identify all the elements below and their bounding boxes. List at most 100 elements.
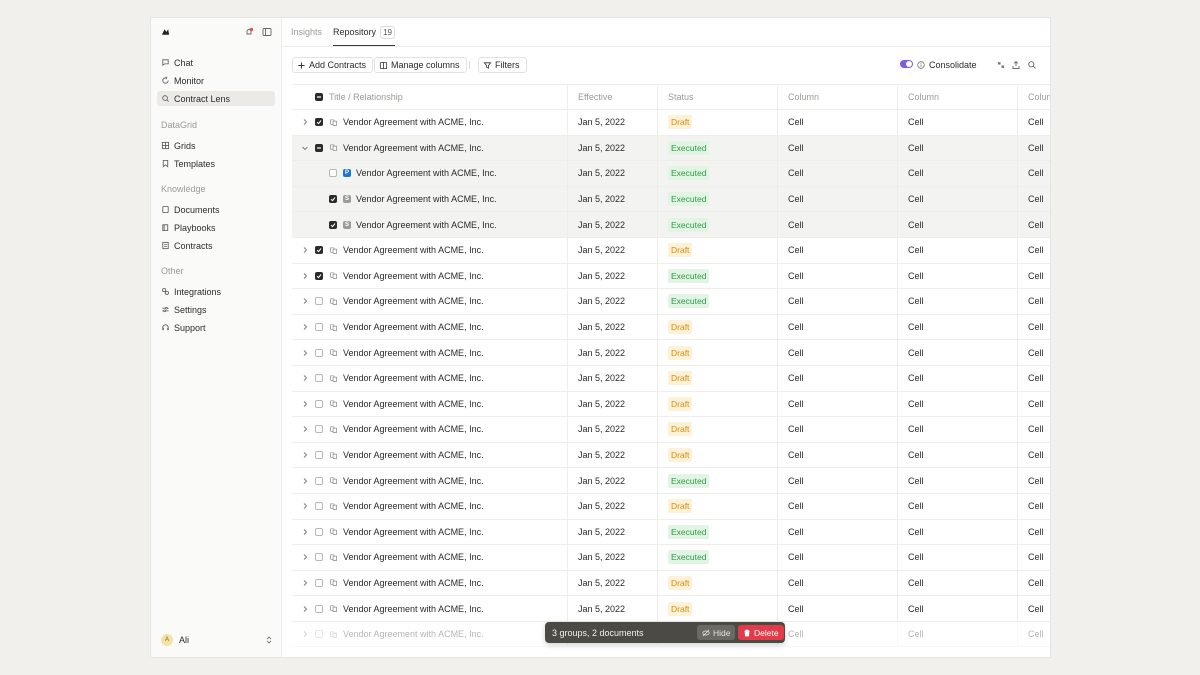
sidebar-item-playbooks[interactable]: Playbooks [157, 220, 275, 235]
delete-button[interactable]: Delete [738, 625, 784, 640]
sidebar-item-contracts[interactable]: Contracts [157, 238, 275, 253]
row-title[interactable]: Vendor Agreement with ACME, Inc. [356, 168, 497, 179]
row-title[interactable]: Vendor Agreement with ACME, Inc. [343, 424, 484, 435]
user-menu[interactable]: A Ali [161, 633, 273, 647]
row-title[interactable]: Vendor Agreement with ACME, Inc. [343, 245, 484, 256]
row-title[interactable]: Vendor Agreement with ACME, Inc. [356, 219, 497, 230]
chevron-right-icon[interactable] [301, 528, 309, 536]
sidebar-item-monitor[interactable]: Monitor [157, 73, 275, 88]
export-icon[interactable] [1011, 60, 1021, 70]
table-child-row[interactable]: P Vendor Agreement with ACME, Inc. Jan 5, … [292, 161, 1050, 187]
sidebar-item-chat[interactable]: Chat [157, 55, 275, 70]
row-checkbox[interactable] [315, 374, 323, 383]
row-checkbox[interactable] [315, 271, 323, 280]
row-title[interactable]: Vendor Agreement with ACME, Inc. [343, 577, 484, 588]
chevron-right-icon[interactable] [301, 118, 309, 126]
table-row[interactable]: Vendor Agreement with ACME, Inc. Jan 5, 2… [292, 417, 1050, 443]
row-checkbox[interactable] [315, 476, 323, 485]
table-row[interactable]: Vendor Agreement with ACME, Inc. Jan 5, 2… [292, 110, 1050, 136]
table-row[interactable]: Vendor Agreement with ACME, Inc. Jan 5, 2… [292, 340, 1050, 366]
sidebar-item-grids[interactable]: Grids [157, 138, 275, 153]
table-row[interactable]: Vendor Agreement with ACME, Inc. Jan 5, 2… [292, 468, 1050, 494]
filters-button[interactable]: Filters [478, 57, 527, 73]
row-title[interactable]: Vendor Agreement with ACME, Inc. [343, 501, 484, 512]
table-row[interactable]: Vendor Agreement with ACME, Inc. Jan 5, 2… [292, 365, 1050, 392]
chevron-right-icon[interactable] [301, 451, 309, 459]
sidebar-item-settings[interactable]: Settings [157, 302, 275, 317]
header-effective[interactable]: Effective [567, 85, 657, 109]
header-column[interactable]: Column [897, 85, 1017, 109]
consolidate-toggle[interactable] [900, 60, 913, 68]
panel-toggle-icon[interactable] [262, 27, 272, 37]
row-checkbox[interactable] [315, 399, 323, 408]
add-contracts-button[interactable]: Add Contracts [292, 57, 374, 73]
table-row[interactable]: Vendor Agreement with ACME, Inc. Jan 5, 2… [292, 596, 1050, 622]
table-row[interactable]: Vendor Agreement with ACME, Inc. Jan 5, 2… [292, 263, 1050, 290]
row-checkbox[interactable] [315, 451, 323, 460]
row-title[interactable]: Vendor Agreement with ACME, Inc. [343, 347, 484, 358]
manage-columns-button[interactable]: Manage columns [374, 57, 467, 73]
sidebar-item-integrations[interactable]: Integrations [157, 284, 275, 299]
row-checkbox[interactable] [315, 425, 323, 434]
row-checkbox[interactable] [315, 323, 323, 332]
row-title[interactable]: Vendor Agreement with ACME, Inc. [343, 373, 484, 384]
row-checkbox[interactable] [315, 578, 323, 587]
header-column[interactable]: Column [777, 85, 897, 109]
sidebar-item-documents[interactable]: Documents [157, 202, 275, 217]
row-checkbox[interactable] [315, 348, 323, 357]
tab-insights[interactable]: Insights [291, 18, 322, 46]
chevron-right-icon[interactable] [301, 425, 309, 433]
row-title[interactable]: Vendor Agreement with ACME, Inc. [343, 117, 484, 128]
row-title[interactable]: Vendor Agreement with ACME, Inc. [343, 296, 484, 307]
row-checkbox[interactable] [315, 527, 323, 536]
row-checkbox[interactable] [329, 169, 337, 178]
row-title[interactable]: Vendor Agreement with ACME, Inc. [343, 475, 484, 486]
row-checkbox[interactable] [315, 502, 323, 511]
row-checkbox[interactable] [315, 553, 323, 562]
table-row[interactable]: Vendor Agreement with ACME, Inc. Jan 5, 2… [292, 237, 1050, 264]
table-child-row[interactable]: S Vendor Agreement with ACME, Inc. Jan 5, … [292, 186, 1050, 213]
chevron-right-icon[interactable] [301, 297, 309, 305]
chevron-right-icon[interactable] [301, 323, 309, 331]
chevron-right-icon[interactable] [301, 272, 309, 280]
row-title[interactable]: Vendor Agreement with ACME, Inc. [343, 322, 484, 333]
table-row[interactable]: Vendor Agreement with ACME, Inc. Jan 5, 2… [292, 135, 1050, 162]
table-row[interactable]: Vendor Agreement with ACME, Inc. Jan 5, 2… [292, 289, 1050, 315]
row-checkbox[interactable] [315, 143, 323, 152]
row-checkbox[interactable] [315, 297, 323, 306]
row-title[interactable]: Vendor Agreement with ACME, Inc. [343, 270, 484, 281]
row-title[interactable]: Vendor Agreement with ACME, Inc. [343, 629, 484, 640]
sidebar-item-contract-lens[interactable]: Contract Lens [157, 91, 275, 106]
table-row[interactable]: Vendor Agreement with ACME, Inc. Jan 5, 2… [292, 545, 1050, 571]
chevron-right-icon[interactable] [301, 553, 309, 561]
chevron-right-icon[interactable] [301, 605, 309, 613]
row-checkbox[interactable] [315, 630, 323, 639]
sidebar-item-templates[interactable]: Templates [157, 156, 275, 171]
row-title[interactable]: Vendor Agreement with ACME, Inc. [343, 603, 484, 614]
chevron-right-icon[interactable] [301, 579, 309, 587]
hide-button[interactable]: Hide [697, 625, 736, 640]
search-icon[interactable] [1027, 60, 1037, 70]
row-title[interactable]: Vendor Agreement with ACME, Inc. [356, 194, 497, 205]
header-column[interactable]: Colum [1017, 85, 1050, 109]
chevron-right-icon[interactable] [301, 630, 309, 638]
notification-bell-icon[interactable] [244, 27, 254, 37]
select-all-checkbox[interactable] [315, 93, 323, 101]
chevron-right-icon[interactable] [301, 374, 309, 382]
row-title[interactable]: Vendor Agreement with ACME, Inc. [343, 526, 484, 537]
chevron-right-icon[interactable] [301, 246, 309, 254]
row-checkbox[interactable] [315, 604, 323, 613]
chevron-right-icon[interactable] [301, 400, 309, 408]
row-title[interactable]: Vendor Agreement with ACME, Inc. [343, 142, 484, 153]
sidebar-item-support[interactable]: Support [157, 320, 275, 335]
row-checkbox[interactable] [315, 118, 323, 127]
table-row[interactable]: Vendor Agreement with ACME, Inc. Jan 5, 2… [292, 314, 1050, 341]
tab-repository[interactable]: Repository 19 [333, 18, 395, 46]
row-title[interactable]: Vendor Agreement with ACME, Inc. [343, 398, 484, 409]
table-row[interactable]: Vendor Agreement with ACME, Inc. Jan 5, 2… [292, 570, 1050, 597]
row-checkbox[interactable] [329, 220, 337, 229]
table-row[interactable]: Vendor Agreement with ACME, Inc. Jan 5, 2… [292, 442, 1050, 469]
header-status[interactable]: Status [657, 85, 777, 109]
table-child-row[interactable]: S Vendor Agreement with ACME, Inc. Jan 5, … [292, 212, 1050, 238]
collapse-icon[interactable] [996, 60, 1006, 70]
